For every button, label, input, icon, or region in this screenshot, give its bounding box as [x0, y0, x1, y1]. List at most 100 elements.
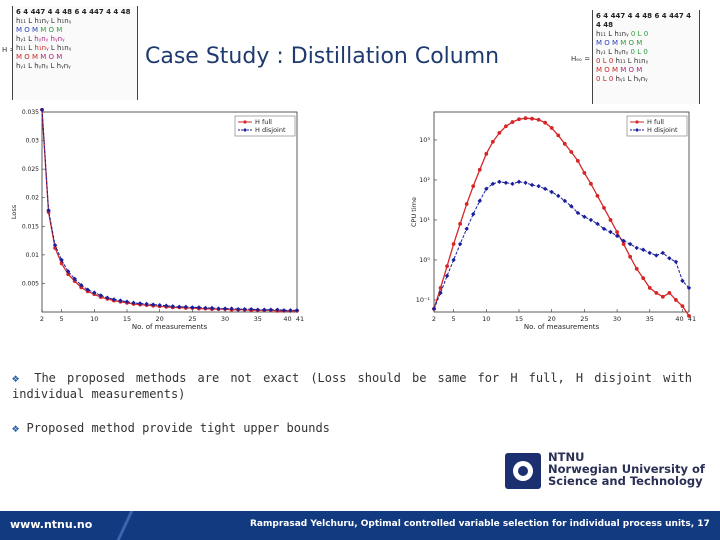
data-point-h-full [549, 126, 554, 130]
data-point-h-full [543, 120, 548, 125]
data-point-h-disjoint [490, 181, 496, 187]
x-tick-label: 10 [90, 315, 98, 323]
y-tick-label: 0.03 [26, 138, 40, 145]
footer-url[interactable]: www.ntnu.no [10, 518, 93, 531]
x-tick-label: 2 [40, 315, 44, 323]
matrix-left-cell: M [56, 53, 63, 61]
plot-area [433, 111, 690, 313]
data-point-h-disjoint [39, 107, 45, 112]
data-point-h-disjoint [65, 269, 71, 274]
data-point-h-disjoint [268, 307, 274, 312]
data-point-h-disjoint [601, 226, 607, 232]
y-tick-label: 0.005 [22, 280, 39, 287]
series-line-h-full [41, 109, 297, 312]
matrix-right-cell: M [620, 66, 629, 74]
x-tick-label: 15 [515, 315, 523, 323]
matrix-right-rows: h₁₁ L h₁nᵧ 0 L 0 M O M M O M hᵧ₁ L hᵧnᵧ … [596, 30, 696, 84]
footer-citation-text: Ramprasad Yelchuru, Optimal controlled v… [250, 519, 691, 529]
matrix-right-cell: M [636, 66, 643, 74]
matrix-right-cell: M [612, 39, 621, 47]
matrix-left-rows: h₁₁ L h₁nᵧ L h₁nᵧ M O M M O M hᵧ₁ L hᵧnᵧ… [16, 17, 134, 71]
data-point-h-disjoint [595, 221, 600, 227]
matrix-right-row: M O M M O M [596, 39, 696, 48]
ntnu-logo-text: NTNU Norwegian University of Science and… [548, 451, 705, 487]
x-tick-label: 41 [296, 315, 304, 323]
data-point-h-full [438, 286, 443, 290]
data-point-h-full [634, 266, 639, 271]
y-tick-label: 10³ [419, 136, 430, 144]
data-point-h-full [484, 151, 489, 156]
matrix-right-cell: h₁nᵧ [614, 30, 631, 38]
x-tick-label: 35 [646, 315, 654, 323]
data-point-h-full [674, 298, 678, 302]
data-point-h-full [615, 230, 619, 234]
data-point-h-full [517, 117, 521, 122]
data-point-h-full [53, 246, 57, 250]
data-point-h-disjoint [98, 293, 104, 298]
matrix-left-cell: L [50, 62, 57, 70]
data-point-h-full [687, 313, 691, 318]
matrix-right-cell: 0 [643, 30, 649, 38]
matrix-left-cell: M [32, 26, 41, 34]
y-tick-label: 10⁰ [419, 256, 430, 264]
matrix-right-header: 6 4 447 4 4 48 6 4 447 4 4 48 [596, 12, 691, 29]
data-point-h-full [582, 171, 587, 175]
matrix-right: 6 4 447 4 4 48 6 4 447 4 4 48 h₁₁ L h₁nᵧ… [592, 10, 700, 104]
matrix-right-cell: L [627, 75, 634, 83]
matrix-left: 6 4 447 4 4 48 6 4 447 4 4 48 h₁₁ L h₁nᵧ… [12, 6, 138, 100]
x-tick-label: 25 [580, 315, 588, 323]
matrix-right-cell: 0 [643, 48, 648, 56]
footer-decoration [110, 511, 140, 540]
matrix-right-cell: hᵧ₁ [615, 75, 628, 83]
matrix-right-cell: O [628, 39, 637, 47]
data-point-h-disjoint [582, 214, 587, 219]
data-point-h-full [497, 131, 502, 135]
matrix-right-cell: O [604, 39, 613, 47]
y-tick-label: 0.025 [22, 166, 39, 173]
matrix-right-cell: O [628, 66, 637, 74]
data-point-h-disjoint [255, 307, 260, 312]
data-point-h-disjoint [477, 198, 482, 204]
data-point-h-disjoint [484, 186, 489, 192]
data-point-h-disjoint [216, 306, 221, 311]
matrix-left-cell: hᵧnᵧ [50, 35, 65, 43]
ntnu-logo-icon [505, 453, 541, 489]
matrix-left-row: h₁₁ L h₁nᵧ L h₁nᵧ [16, 17, 134, 26]
matrix-right-cell: 0 [596, 75, 603, 83]
x-tick-label: 15 [123, 315, 131, 323]
legend-label: H full [647, 118, 664, 126]
matrix-right-cell: L [608, 48, 615, 56]
matrix-left-cell: M [16, 26, 25, 34]
data-point-h-full [628, 254, 633, 259]
x-tick-label: 30 [221, 315, 229, 323]
matrix-right-cell: L [627, 57, 634, 65]
data-point-h-disjoint [144, 301, 149, 307]
matrix-left-cell: L [28, 44, 35, 52]
bullet-1-text: The proposed methods are not exact (Loss… [12, 371, 692, 401]
matrix-left-cell: hᵧnᵧ [34, 62, 51, 70]
loss-chart: 2 5 10 15 20 25 30 35 40 41 0.005 0.01 0.015 0.02 0.02… [10, 107, 305, 333]
data-point-h-disjoint [222, 306, 228, 311]
data-point-h-disjoint [157, 302, 162, 308]
matrix-right-cell: L [602, 57, 609, 65]
x-axis-label: No. of measurements [524, 323, 600, 331]
y-tick-label: 0.015 [22, 223, 39, 230]
data-point-h-disjoint [281, 308, 287, 313]
data-point-h-full [530, 116, 534, 121]
matrix-left-cell: hᵧnᵧ [34, 35, 51, 43]
y-axis-label: CPU time [410, 197, 418, 227]
matrix-right-cell: L [637, 48, 644, 56]
matrix-right-cell: M [636, 39, 643, 47]
data-point-h-disjoint [608, 229, 613, 235]
matrix-left-row: hᵧ₁ L hᵧnᵧ hᵧnᵧ [16, 35, 134, 44]
matrix-left-cell: hᵧ₁ [16, 62, 29, 70]
data-point-h-disjoint [111, 297, 117, 302]
y-tick-label: 10² [419, 176, 430, 184]
matrix-right-cell: hᵧnᵧ [614, 48, 631, 56]
data-point-h-disjoint [92, 290, 97, 295]
data-point-h-full [458, 221, 463, 226]
data-point-h-disjoint [673, 259, 679, 264]
matrix-right-row: 0 L 0 h₁₁ L h₁nᵧ [596, 57, 696, 66]
x-tick-label: 20 [548, 315, 556, 323]
data-point-h-disjoint [621, 238, 626, 244]
